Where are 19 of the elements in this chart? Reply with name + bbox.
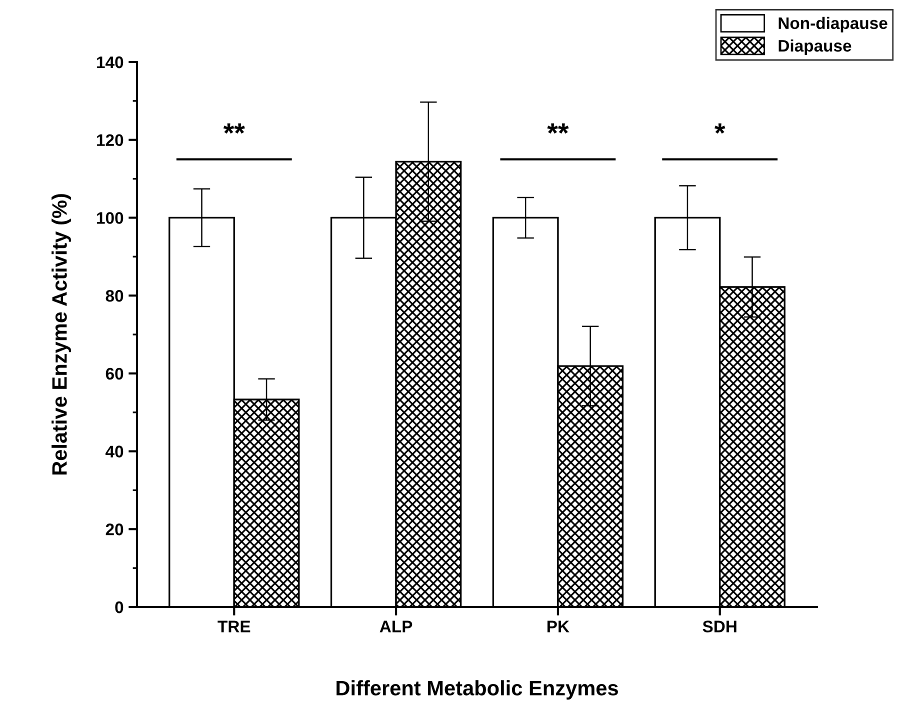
- y-axis-title: Relative Enzyme Activity (%): [52, 194, 71, 475]
- y-tick-label: 80: [106, 290, 124, 302]
- x-tick-label: SDH: [702, 620, 736, 632]
- y-tick-label: 120: [97, 134, 124, 146]
- x-tick-label: ALP: [380, 620, 412, 632]
- x-axis-title: Different Metabolic Enzymes: [336, 680, 618, 700]
- annotation: *: [714, 123, 726, 134]
- y-tick-label: 20: [106, 524, 124, 536]
- y-tick-label: 60: [106, 368, 124, 380]
- x-tick-label: TRE: [218, 620, 250, 632]
- annotation: **: [223, 123, 245, 134]
- legend-label: Non-diapause: [778, 16, 888, 32]
- y-tick-label: 0: [115, 601, 124, 614]
- annotation: **: [547, 123, 569, 134]
- x-tick-label: PK: [547, 620, 570, 632]
- y-tick-label: 40: [106, 446, 124, 458]
- y-tick-label: 140: [97, 56, 124, 68]
- y-tick-label: 100: [97, 212, 124, 224]
- legend-label: Diapause: [778, 39, 852, 55]
